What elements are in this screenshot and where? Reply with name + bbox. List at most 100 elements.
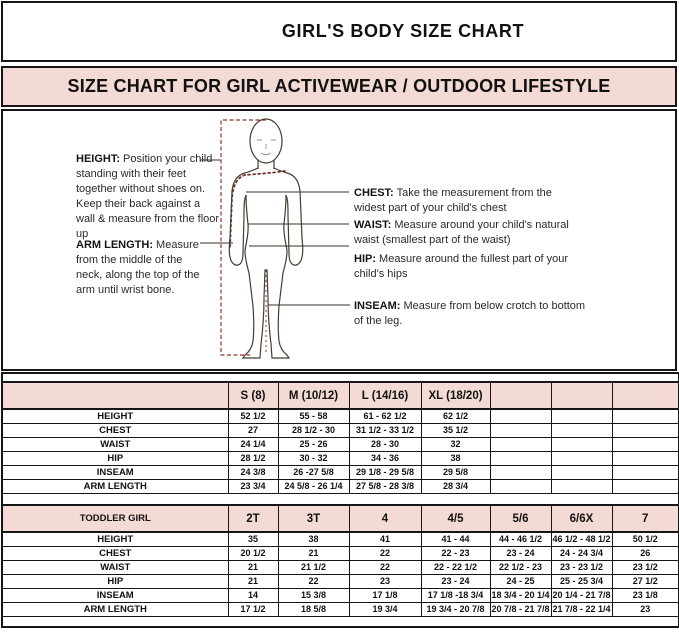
left-arm-outline xyxy=(228,167,259,266)
size-value-cell: 23 - 24 xyxy=(489,545,552,561)
size-value-cell xyxy=(611,436,679,452)
size-value-cell: 21 1/2 xyxy=(277,559,350,575)
torso-legs-outline xyxy=(241,194,291,359)
size-column-header: XL (18/20) xyxy=(420,381,491,410)
size-value-cell: 24 5/8 - 26 1/4 xyxy=(277,478,350,494)
size-value-cell: 44 - 46 1/2 xyxy=(489,531,552,547)
table-title-cell xyxy=(1,381,229,410)
size-value-cell: 24 1/4 xyxy=(227,436,279,452)
measurement-label: INSEAM xyxy=(1,464,229,480)
size-value-cell: 25 - 26 xyxy=(277,436,350,452)
size-value-cell: 25 - 25 3/4 xyxy=(550,573,613,589)
size-value-cell xyxy=(489,478,552,494)
size-column-header: 2T xyxy=(227,504,279,533)
size-column-header: M (10/12) xyxy=(277,381,350,410)
size-value-cell: 23 1/2 xyxy=(611,559,679,575)
arm-length-note: ARM LENGTH: Measure from the middle of t… xyxy=(76,238,210,298)
size-value-cell: 21 xyxy=(227,559,279,575)
size-value-cell: 34 - 36 xyxy=(348,450,422,466)
size-value-cell: 30 - 32 xyxy=(277,450,350,466)
size-value-cell: 21 xyxy=(277,545,350,561)
size-value-cell xyxy=(550,436,613,452)
size-value-cell: 20 7/8 - 21 7/8 xyxy=(489,601,552,617)
waist-note: WAIST: Measure around your child's natur… xyxy=(354,218,596,248)
size-value-cell xyxy=(550,450,613,466)
size-tables: S (8) M (10/12) L (14/16) XL (18/20) HEIGHT 5… xyxy=(1,372,679,628)
table-spacer-cell xyxy=(1,372,679,383)
size-value-cell xyxy=(611,450,679,466)
size-value-cell: 22 1/2 - 23 xyxy=(489,559,552,575)
toddler-girl-sizes-header-row: TODDLER GIRL 2T 3T 4 4/5 5/6 6/6X 7 xyxy=(1,504,679,533)
table-spacer-cell xyxy=(1,492,679,506)
measurement-diagram: HEIGHT: Position your child standing wit… xyxy=(1,109,677,371)
size-value-cell: 18 5/8 xyxy=(277,601,350,617)
table-row: WAIST 21 21 1/2 22 22 - 22 1/2 22 1/2 - 23 23 … xyxy=(1,559,679,575)
section-banner: SIZE CHART FOR GIRL ACTIVEWEAR / OUTDOOR… xyxy=(1,66,677,107)
size-value-cell: 17 1/8 -18 3/4 xyxy=(420,587,491,603)
height-note-label: HEIGHT: xyxy=(76,153,120,165)
arm-length-note-label: ARM LENGTH: xyxy=(76,239,153,251)
table-row: ARM LENGTH 23 3/4 24 5/8 - 26 1/4 27 5/8 - … xyxy=(1,478,679,494)
size-value-cell: 17 1/2 xyxy=(227,601,279,617)
hip-note-text: Measure around the fullest part of your … xyxy=(354,253,568,280)
size-column-header: L (14/16) xyxy=(348,381,422,410)
child-body-outline xyxy=(228,118,304,359)
measurement-label: WAIST xyxy=(1,436,229,452)
size-value-cell: 35 xyxy=(227,531,279,547)
size-value-cell xyxy=(550,422,613,438)
child-figure-illustration xyxy=(200,118,350,359)
inseam-note: INSEAM: Measure from below crotch to bot… xyxy=(354,299,592,329)
size-value-cell: 31 1/2 - 33 1/2 xyxy=(348,422,422,438)
size-value-cell xyxy=(550,408,613,424)
size-value-cell: 27 xyxy=(227,422,279,438)
section-banner-text: SIZE CHART FOR GIRL ACTIVEWEAR / OUTDOOR… xyxy=(67,76,611,96)
page-title: GIRL'S BODY SIZE CHART xyxy=(281,21,525,41)
size-value-cell: 29 5/8 xyxy=(420,464,491,480)
arm-measure-line xyxy=(229,170,286,250)
size-value-cell xyxy=(611,422,679,438)
waist-note-text: Measure around your child's natural wais… xyxy=(354,219,569,246)
table-row: CHEST 27 28 1/2 - 30 31 1/2 - 33 1/2 35 1/2 xyxy=(1,422,679,438)
size-value-cell: 35 1/2 xyxy=(420,422,491,438)
size-value-cell: 38 xyxy=(420,450,491,466)
size-value-cell: 38 xyxy=(277,531,350,547)
measurement-label: INSEAM xyxy=(1,587,229,603)
right-arm-outline xyxy=(273,167,304,266)
size-value-cell: 23 - 23 1/2 xyxy=(550,559,613,575)
pointer-lines xyxy=(200,159,350,306)
table-row: CHEST 20 1/2 21 22 22 - 23 23 - 24 24 - 24 3/4… xyxy=(1,545,679,561)
size-value-cell: 23 3/4 xyxy=(227,478,279,494)
measurement-label: ARM LENGTH xyxy=(1,601,229,617)
size-value-cell: 41 - 44 xyxy=(420,531,491,547)
size-value-cell: 29 1/8 - 29 5/8 xyxy=(348,464,422,480)
size-column-header: 4 xyxy=(348,504,422,533)
size-value-cell: 62 1/2 xyxy=(420,408,491,424)
size-value-cell: 21 xyxy=(227,573,279,589)
table-title-cell: TODDLER GIRL xyxy=(1,504,229,533)
measurement-label: WAIST xyxy=(1,559,229,575)
page-title-box: GIRL'S BODY SIZE CHART xyxy=(1,1,677,62)
measurement-label: HIP xyxy=(1,450,229,466)
size-column-header: S (8) xyxy=(227,381,279,410)
size-column-header xyxy=(489,381,552,410)
size-value-cell: 23 - 24 xyxy=(420,573,491,589)
height-note-text: Position your child standing with their … xyxy=(76,153,220,240)
size-value-cell: 27 1/2 xyxy=(611,573,679,589)
size-value-cell: 22 xyxy=(348,559,422,575)
measurement-label: ARM LENGTH xyxy=(1,478,229,494)
size-value-cell: 52 1/2 xyxy=(227,408,279,424)
chest-note: CHEST: Take the measurement from the wid… xyxy=(354,186,574,216)
table-spacer-row xyxy=(1,492,679,506)
neck-outline xyxy=(257,160,275,169)
size-value-cell: 61 - 62 1/2 xyxy=(348,408,422,424)
size-value-cell: 41 xyxy=(348,531,422,547)
table-row: INSEAM 24 3/8 26 -27 5/8 29 1/8 - 29 5/8 29 … xyxy=(1,464,679,480)
size-value-cell: 27 5/8 - 28 3/8 xyxy=(348,478,422,494)
size-value-cell: 23 xyxy=(348,573,422,589)
size-value-cell: 28 1/2 - 30 xyxy=(277,422,350,438)
size-column-header xyxy=(611,381,679,410)
size-value-cell: 24 3/8 xyxy=(227,464,279,480)
size-value-cell: 23 xyxy=(611,601,679,617)
size-value-cell: 20 1/2 xyxy=(227,545,279,561)
table-row: HEIGHT 35 38 41 41 - 44 44 - 46 1/2 46 1/2 - 4… xyxy=(1,531,679,547)
